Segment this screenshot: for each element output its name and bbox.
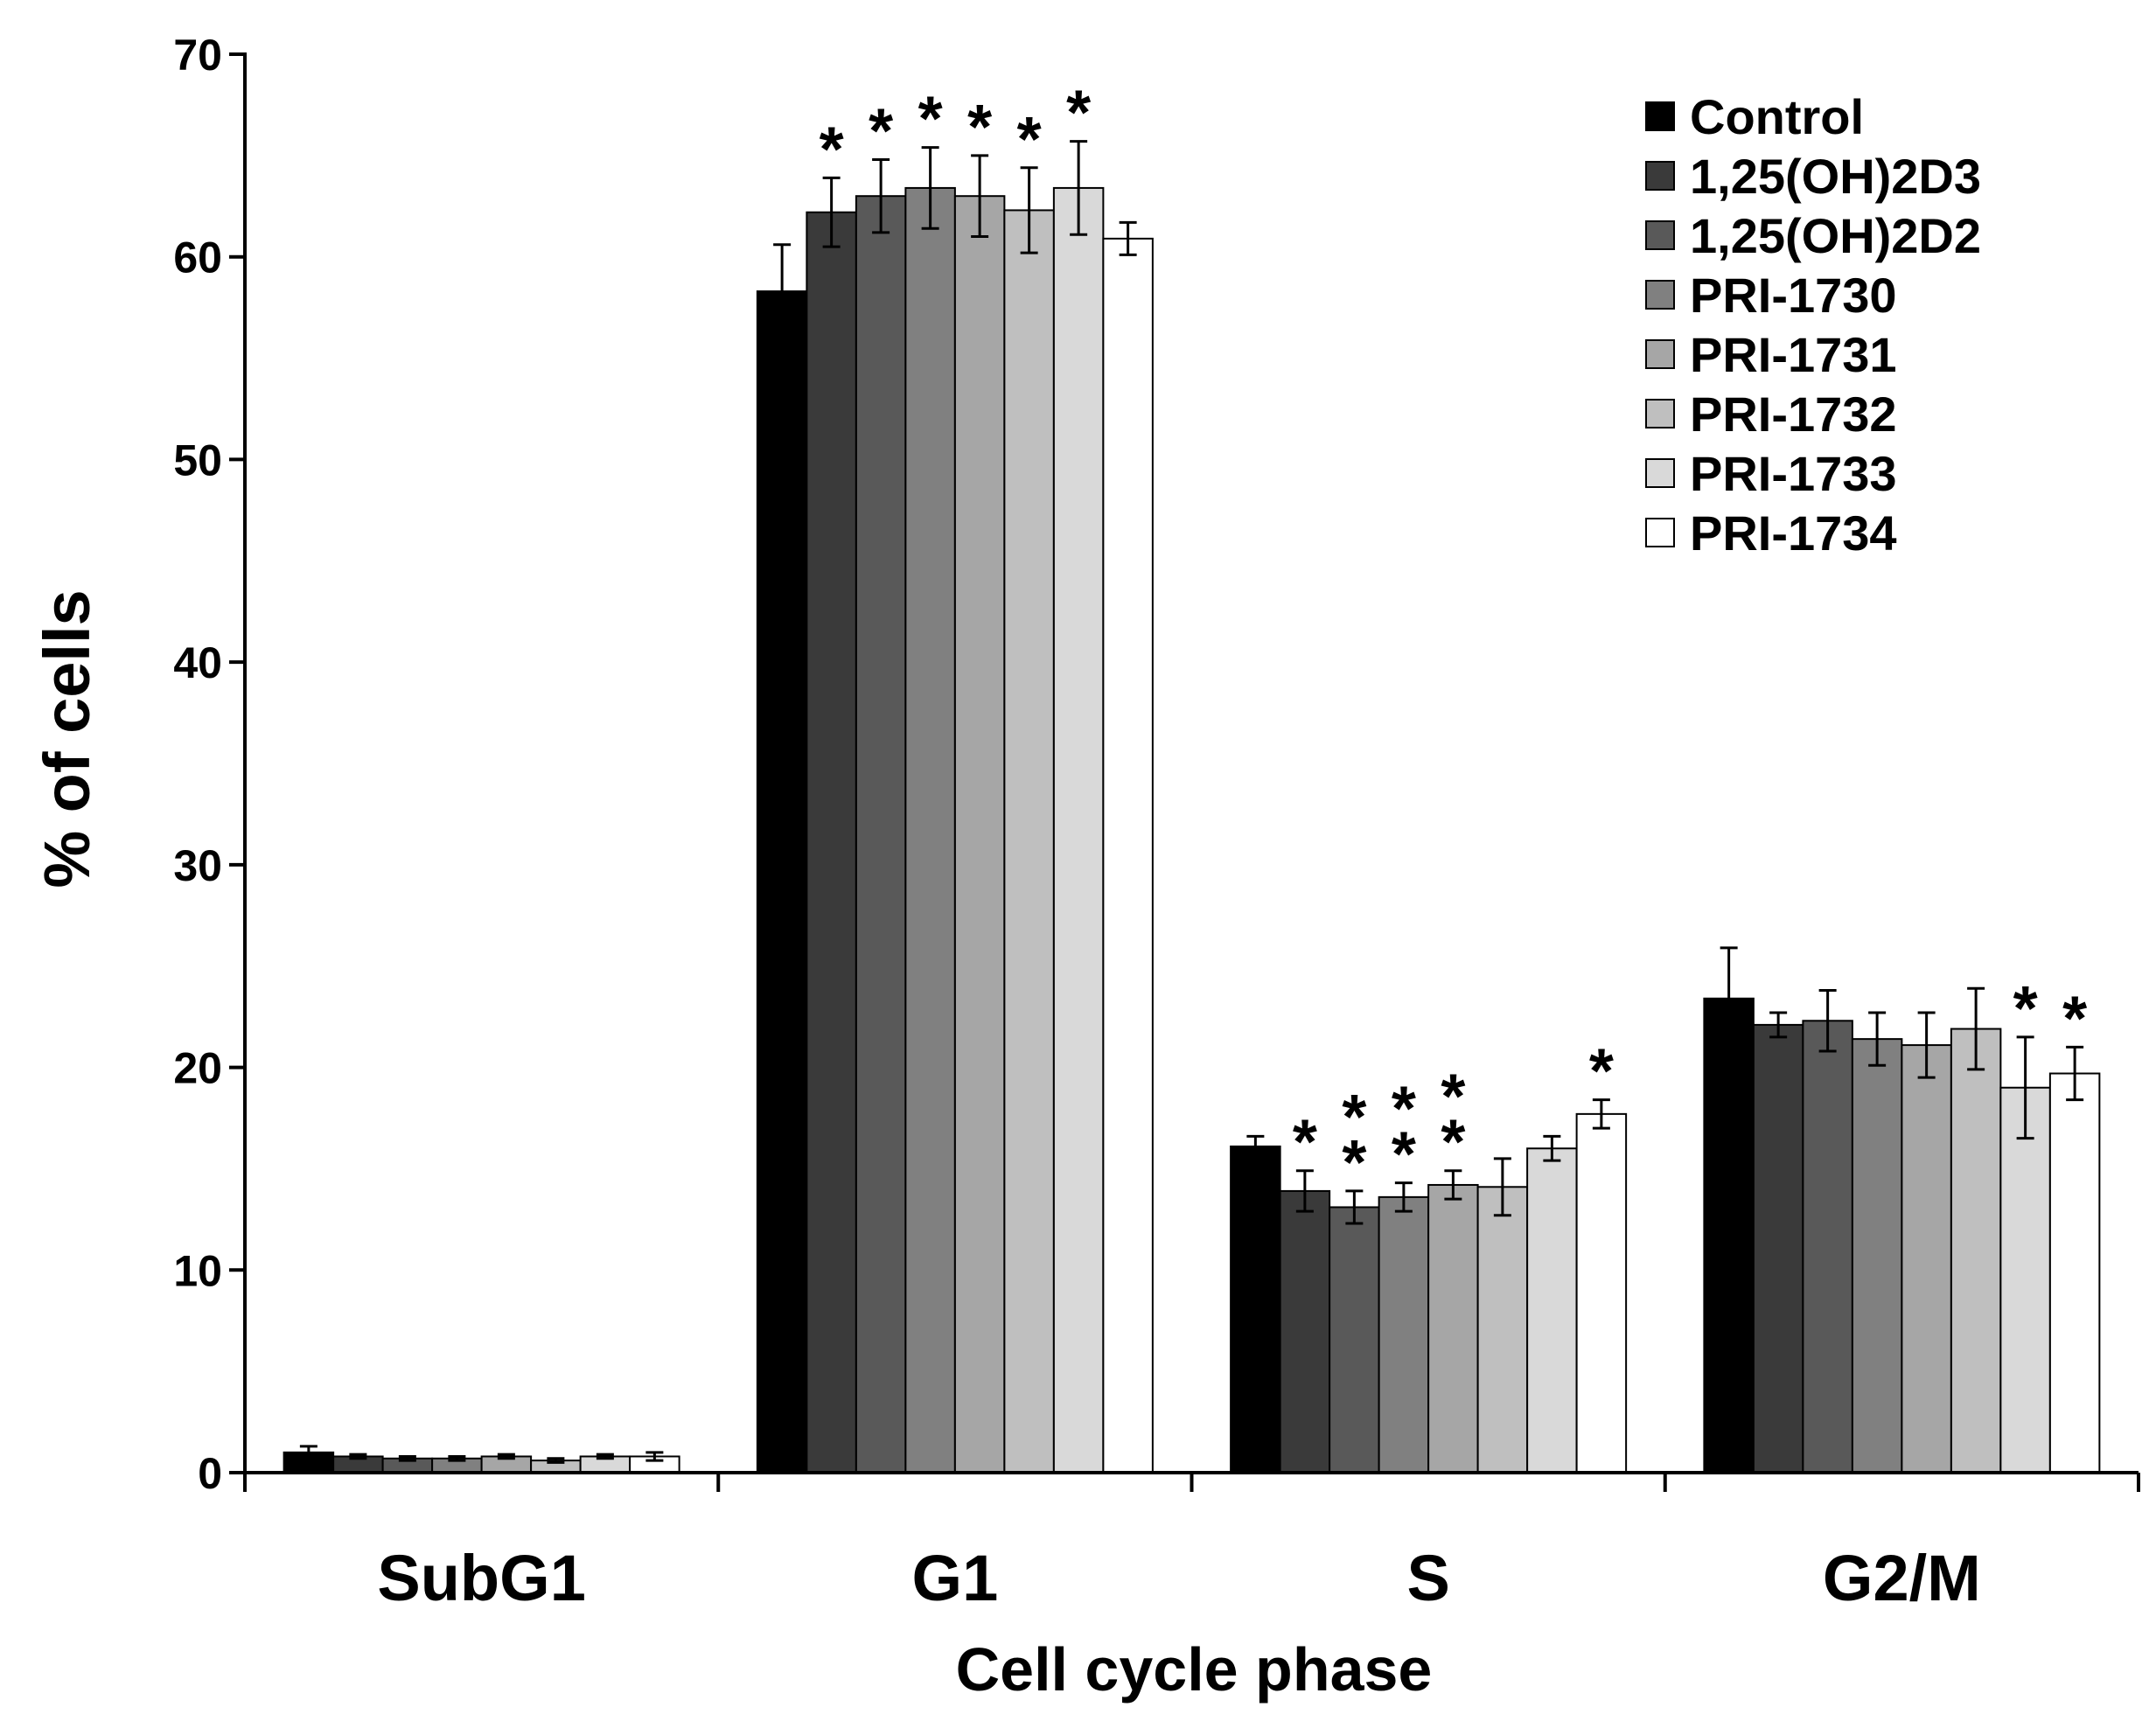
y-tick-label: 40 [173, 638, 222, 687]
bar-7-1 [1102, 237, 1154, 1474]
legend-swatch-2 [1645, 220, 1675, 250]
y-axis-title: % of cells [31, 589, 103, 888]
significance-mark: * [918, 85, 943, 155]
x-tick-label: G2/M [1823, 1542, 1981, 1614]
bar-3-3 [1851, 1038, 1903, 1474]
significance-mark: * [1293, 1108, 1317, 1178]
bar-7-3 [2048, 1072, 2101, 1474]
bar-7-2 [1575, 1112, 1628, 1474]
bar-1-2 [1279, 1189, 1331, 1474]
bar-5-3 [1950, 1028, 2002, 1474]
y-tick-label: 10 [173, 1246, 222, 1295]
significance-mark: * [1066, 79, 1091, 149]
legend-label: PRI-1732 [1690, 387, 1897, 442]
legend-swatch-3 [1645, 280, 1675, 310]
legend-label: 1,25(OH)2D2 [1690, 208, 1981, 263]
significance-mark: * [1392, 1120, 1416, 1190]
legend-swatch-5 [1645, 399, 1675, 429]
legend-label: 1,25(OH)2D3 [1690, 149, 1981, 204]
legend-swatch-4 [1645, 339, 1675, 369]
significance-mark: * [1342, 1083, 1366, 1153]
x-tick-label: G1 [912, 1542, 999, 1614]
legend-swatch-6 [1645, 458, 1675, 488]
y-tick-label: 30 [173, 841, 222, 890]
y-tick-label: 50 [173, 435, 222, 484]
significance-mark: * [820, 115, 844, 185]
significance-mark: * [967, 93, 992, 163]
y-tick-label: 20 [173, 1044, 222, 1093]
significance-mark: * [869, 96, 893, 166]
bar-2-1 [855, 195, 907, 1474]
bar-0-1 [756, 290, 808, 1474]
x-tick-label: SubG1 [377, 1542, 585, 1614]
bar-4-1 [953, 195, 1006, 1474]
legend-swatch-0 [1645, 101, 1675, 131]
bar-2-2 [1329, 1206, 1380, 1474]
bar-6-2 [1526, 1147, 1578, 1474]
x-tick-label: S [1406, 1542, 1449, 1614]
legend-label: PRI-1731 [1690, 327, 1897, 382]
significance-mark: * [1589, 1037, 1614, 1107]
legend-label: PRI-1730 [1690, 268, 1897, 323]
bar-5-1 [1003, 209, 1055, 1474]
bar-0-3 [1703, 997, 1755, 1474]
legend-label: PRI-1734 [1690, 505, 1897, 561]
bar-6-3 [1999, 1086, 2051, 1474]
legend-label: PRI-1733 [1690, 446, 1897, 501]
y-tick-label: 0 [198, 1449, 222, 1498]
bar-3-2 [1378, 1195, 1430, 1474]
bar-2-3 [1802, 1020, 1853, 1474]
significance-mark: * [2013, 974, 2038, 1044]
significance-mark: * [1017, 105, 1042, 175]
axes: 0 10 20 30 40 50 60 70 SubG1 G1 S G2/M [173, 31, 2140, 1614]
legend-swatch-1 [1645, 161, 1675, 191]
significance-mark: * [1342, 1128, 1366, 1198]
bar-3-1 [904, 186, 956, 1474]
significance-mark: * [1441, 1063, 1465, 1132]
legend: Control1,25(OH)2D31,25(OH)2D2PRI-1730PRI… [1645, 89, 1981, 561]
significance-mark: * [1441, 1108, 1465, 1178]
bar-0-2 [1230, 1145, 1281, 1474]
bar-6-1 [1052, 186, 1105, 1474]
plot-area: ************ **** [283, 79, 2101, 1474]
y-tick-label: 60 [173, 233, 222, 282]
bar-1-3 [1752, 1023, 1804, 1474]
significance-mark: * [2062, 984, 2087, 1054]
legend-swatch-7 [1645, 518, 1675, 547]
significance-mark: * [1392, 1075, 1416, 1145]
bar-1-1 [806, 211, 857, 1474]
bar-4-3 [1901, 1044, 1952, 1474]
y-tick-label: 70 [173, 31, 222, 80]
bar-5-2 [1476, 1186, 1529, 1474]
legend-label: Control [1690, 89, 1864, 144]
x-axis-title: Cell cycle phase [956, 1635, 1433, 1704]
bar-4-2 [1427, 1183, 1479, 1474]
